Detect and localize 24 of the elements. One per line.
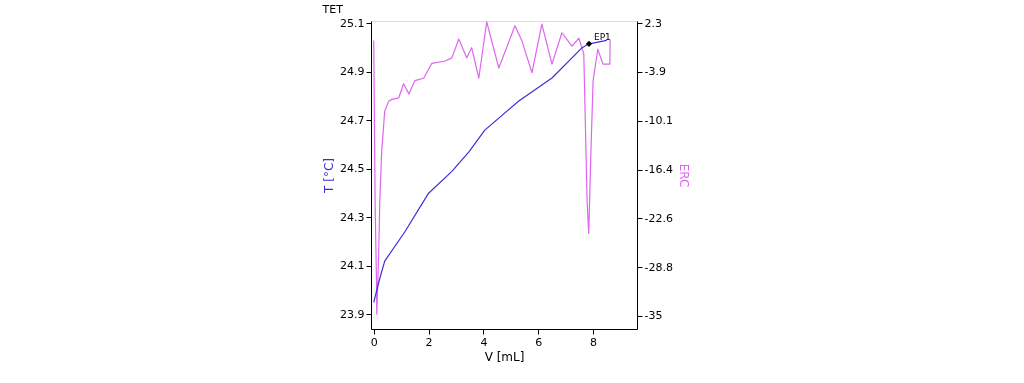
y2-tick-label: -35 bbox=[644, 309, 663, 323]
y-tick-label: 24.5 bbox=[340, 162, 365, 176]
y2-tick-label: -22.6 bbox=[644, 212, 673, 225]
x-tick-label: 6 bbox=[535, 335, 543, 349]
x-tick-label: 4 bbox=[480, 335, 488, 349]
y2-tick-label: 2.3 bbox=[644, 16, 662, 30]
y-tick-label: 24.7 bbox=[340, 113, 365, 127]
y-tick-label: 25.1 bbox=[340, 16, 365, 30]
x-tick-label: 2 bbox=[425, 335, 433, 349]
y2-tick-label: -3.9 bbox=[644, 65, 666, 79]
y2-tick-label: -10.1 bbox=[644, 114, 673, 128]
y2-axis-title: ERC bbox=[676, 163, 691, 188]
y-tick-label: 24.3 bbox=[340, 210, 365, 224]
x-tick-label: 0 bbox=[370, 335, 378, 349]
y2-tick-label: -16.4 bbox=[644, 163, 673, 177]
x-tick-label: 8 bbox=[590, 335, 598, 349]
x-axis-title: V [mL] bbox=[484, 349, 525, 364]
annotation: EP1 bbox=[594, 31, 611, 42]
chart-title: TET bbox=[321, 3, 344, 17]
y-tick-label: 23.9 bbox=[340, 307, 365, 321]
y-axis-title: T [°C] bbox=[322, 158, 337, 194]
y-tick-label: 24.1 bbox=[340, 259, 365, 273]
y2-tick-label: -28.8 bbox=[644, 260, 673, 274]
y-tick-label: 24.9 bbox=[340, 65, 365, 79]
